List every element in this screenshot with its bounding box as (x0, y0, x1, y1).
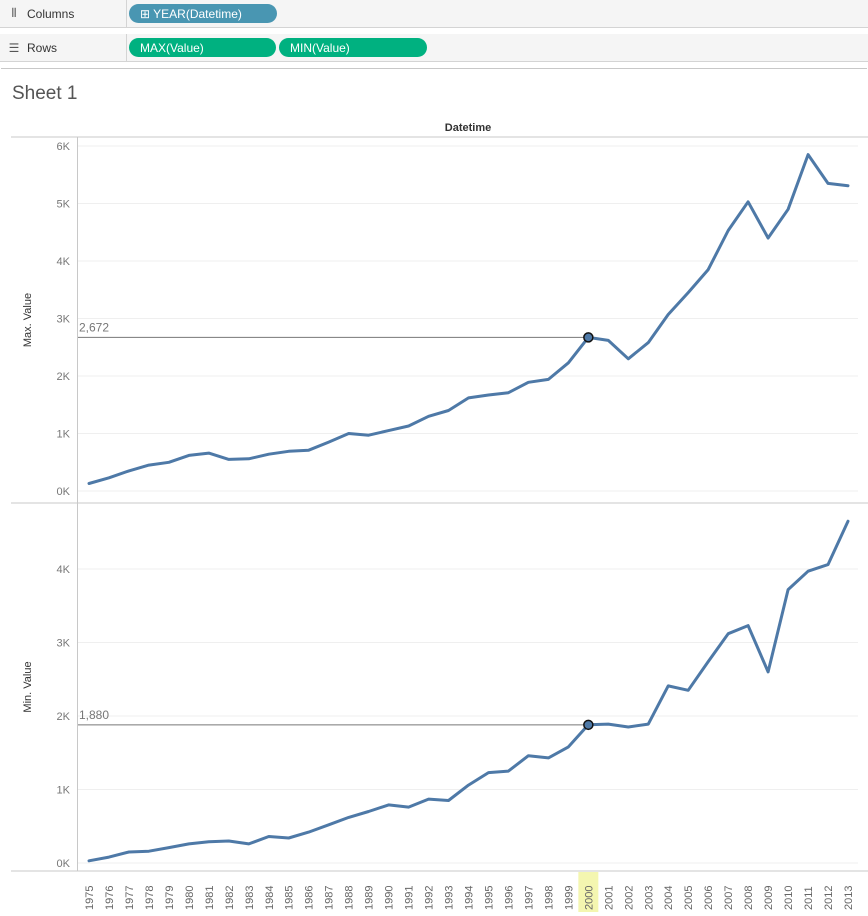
y-tick-label: 1K (57, 429, 71, 441)
y-tick-label: 1K (57, 785, 71, 797)
highlighted-mark (583, 332, 594, 343)
y-tick-label: 4K (57, 564, 71, 576)
x-tick-label: 1999 (563, 886, 575, 910)
x-tick-label: 1977 (124, 886, 136, 910)
x-tick-label: 2010 (783, 886, 795, 910)
y-tick-label: 3K (57, 314, 71, 326)
x-tick-label: 1997 (523, 886, 535, 910)
x-tick-label: 1983 (244, 886, 256, 910)
rows-shelf: ☰ Rows MAX(Value) MIN(Value) (0, 34, 868, 62)
columns-label-text: Columns (27, 6, 75, 21)
max-value-pill[interactable]: MAX(Value) (129, 38, 276, 57)
x-tick-label: 1993 (444, 886, 456, 910)
columns-shelf: ⦀ Columns ⊞ YEAR(Datetime) (0, 0, 868, 28)
columns-shelf-label: ⦀ Columns (0, 0, 127, 27)
x-tick-label: 1986 (304, 886, 316, 910)
y-tick-label: 3K (57, 638, 71, 650)
sheet-frame (1, 68, 867, 916)
x-tick-label: 2008 (743, 886, 755, 910)
y-tick-label: 5K (57, 199, 71, 211)
x-tick-label: 2001 (603, 886, 615, 910)
x-tick-label: 2013 (843, 886, 855, 910)
x-tick-label: 1992 (424, 886, 436, 910)
x-tick-label: 2004 (663, 886, 675, 910)
x-tick-label: 1998 (543, 886, 555, 910)
x-tick-label: 1975 (84, 886, 96, 910)
sheet-title: Sheet 1 (12, 83, 78, 104)
rows-label-text: Rows (27, 40, 58, 55)
x-tick-label: 2005 (683, 886, 695, 910)
x-tick-label: 2000 (583, 886, 595, 910)
x-tick-label: 1978 (144, 886, 156, 910)
x-tick-label: 1984 (264, 886, 276, 910)
x-tick-label: 1988 (344, 886, 356, 910)
x-tick-label: 1979 (164, 886, 176, 910)
x-tick-label: 1990 (384, 886, 396, 910)
x-tick-label: 1991 (404, 886, 416, 910)
y-tick-label: 6K (57, 141, 71, 153)
y-tick-label: 0K (57, 486, 71, 498)
series-line (87, 153, 850, 485)
x-tick-label: 1976 (104, 886, 116, 910)
highlight-year-band (578, 872, 599, 912)
x-tick-label: 2002 (623, 886, 635, 910)
x-tick-label: 1994 (464, 886, 476, 910)
x-tick-label: 2009 (763, 886, 775, 910)
y-tick-label: 0K (57, 858, 71, 870)
x-tick-label: 2003 (643, 886, 655, 910)
reference-value-label: 1,880 (79, 708, 109, 722)
columns-icon: ⦀ (11, 6, 17, 20)
x-tick-label: 1985 (284, 886, 296, 910)
x-tick-label: 2007 (723, 886, 735, 910)
reference-value-label: 2,672 (79, 320, 109, 334)
y-tick-label: 2K (57, 371, 71, 383)
x-tick-label: 1989 (364, 886, 376, 910)
rows-icon: ☰ (8, 40, 20, 55)
x-tick-label: 2011 (803, 886, 815, 910)
year-datetime-pill[interactable]: ⊞ YEAR(Datetime) (129, 4, 277, 23)
x-tick-label: 1995 (483, 886, 495, 910)
y-tick-label: 2K (57, 711, 71, 723)
x-tick-label: 1981 (204, 886, 216, 910)
x-tick-label: 2012 (823, 886, 835, 910)
column-header: Datetime (445, 122, 491, 134)
min-value-pill[interactable]: MIN(Value) (279, 38, 427, 57)
x-tick-label: 2006 (703, 886, 715, 910)
y-axis-title: Max. Value (22, 293, 34, 347)
series-line (87, 519, 850, 863)
x-tick-label: 1980 (184, 886, 196, 910)
x-tick-label: 1996 (503, 886, 515, 910)
rows-shelf-label: ☰ Rows (0, 34, 127, 61)
x-tick-label: 1987 (324, 886, 336, 910)
y-tick-label: 4K (57, 256, 71, 268)
highlighted-mark (583, 719, 594, 731)
y-axis-title: Min. Value (22, 661, 34, 712)
x-tick-label: 1982 (224, 886, 236, 910)
